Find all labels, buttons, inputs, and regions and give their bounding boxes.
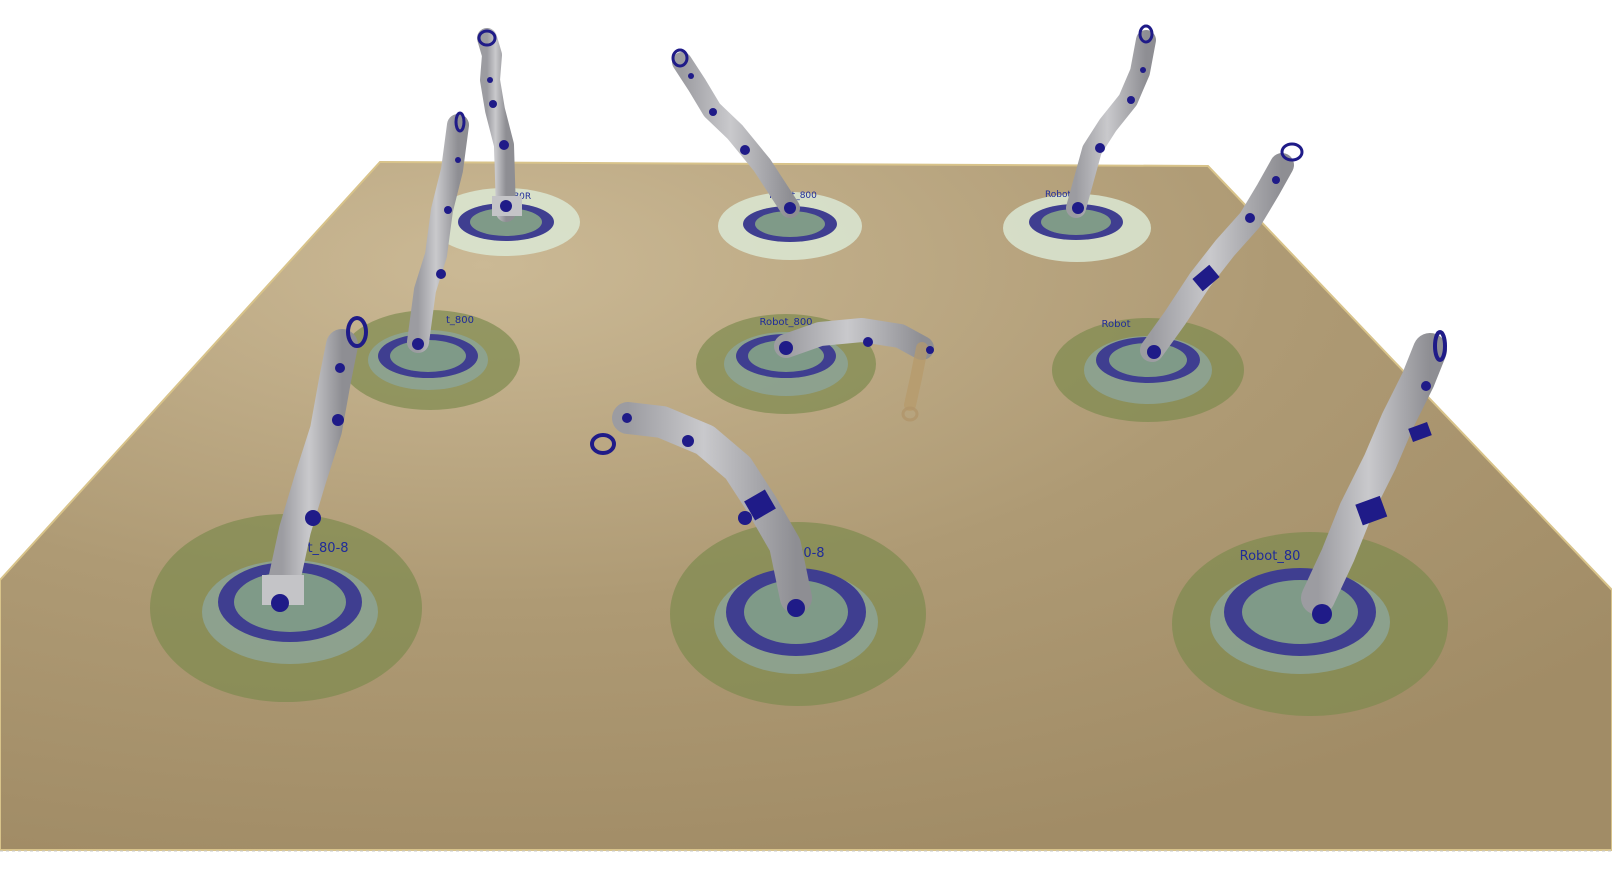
joint-icon: [1272, 176, 1280, 184]
robot-label: Robot: [1045, 190, 1072, 200]
joint-icon: [305, 510, 321, 526]
joint-icon: [688, 73, 694, 79]
base-ring-inner: [1041, 209, 1111, 235]
joint-icon: [926, 346, 934, 354]
gripper-icon: [1433, 330, 1447, 362]
joint-band: [1408, 422, 1432, 442]
gripper-icon: [671, 48, 689, 68]
robot-arm: [672, 52, 800, 218]
base-ring-inner: [755, 211, 825, 237]
joint-icon: [436, 269, 446, 279]
robot-back-center[interactable]: Robot_800: [671, 48, 862, 260]
robot-front-center[interactable]: R _00-8: [590, 402, 926, 706]
joint-band: [744, 489, 776, 521]
joint-icon: [779, 341, 793, 355]
robot-arm: [477, 28, 516, 222]
joint-icon: [1312, 604, 1332, 624]
robot-arm: [1301, 333, 1447, 615]
joint-icon: [489, 100, 497, 108]
robot-arm: [774, 318, 934, 360]
robot-label: t_80-8: [307, 541, 348, 556]
gripper-icon: [901, 406, 919, 422]
robot-label: t_800: [446, 315, 474, 326]
joint-icon: [1140, 67, 1146, 73]
robot-arm-ghost: [904, 342, 928, 411]
gripper-icon: [1280, 142, 1304, 162]
robot-front-left[interactable]: t_80-8: [150, 316, 422, 702]
robot-back-left[interactable]: _80R: [430, 28, 580, 256]
robot-back-right[interactable]: Robot: [1003, 24, 1156, 262]
joint-icon: [1245, 213, 1255, 223]
robot-arm: [266, 329, 358, 606]
robot-label: Robot: [1101, 319, 1130, 330]
robot-arm: [1066, 30, 1156, 218]
joint-icon: [622, 413, 632, 423]
joint-band: [1192, 264, 1220, 292]
joint-icon: [487, 77, 493, 83]
base-ring-inner: [470, 208, 542, 236]
joint-icon: [1421, 381, 1431, 391]
robot-arm: [612, 402, 812, 614]
joint-icon: [738, 511, 752, 525]
joint-icon: [1072, 202, 1084, 214]
joint-icon: [455, 157, 461, 163]
joint-icon: [335, 363, 345, 373]
joint-icon: [740, 145, 750, 155]
joint-icon: [787, 599, 805, 617]
joint-icon: [709, 108, 717, 116]
joint-icon: [444, 206, 452, 214]
gripper-icon: [346, 316, 368, 348]
gripper-icon: [454, 111, 466, 133]
joint-icon: [499, 140, 509, 150]
joint-icon: [332, 414, 344, 426]
joint-icon: [1127, 96, 1135, 104]
joint-icon: [863, 337, 873, 347]
gripper-icon: [477, 29, 497, 47]
joint-icon: [1147, 345, 1161, 359]
robot-label: Robot_80: [1240, 549, 1301, 564]
robot-front-right[interactable]: Robot_80: [1172, 330, 1448, 716]
joint-icon: [1095, 143, 1105, 153]
joint-icon: [784, 202, 796, 214]
joint-icon: [682, 435, 694, 447]
joint-icon: [500, 200, 512, 212]
gripper-icon: [590, 433, 616, 455]
joint-band: [1355, 495, 1388, 526]
robot-mid-center[interactable]: Robot_800: [696, 314, 934, 422]
gripper-icon: [1138, 24, 1154, 44]
robot-label: Robot_800: [759, 317, 812, 328]
robot-mid-left[interactable]: t_800: [340, 111, 520, 410]
robot-arm: [1140, 153, 1294, 362]
robot-arm: [407, 114, 469, 353]
robot-mid-right[interactable]: Robot: [1052, 142, 1304, 422]
joint-icon: [412, 338, 424, 350]
joint-icon: [271, 594, 289, 612]
